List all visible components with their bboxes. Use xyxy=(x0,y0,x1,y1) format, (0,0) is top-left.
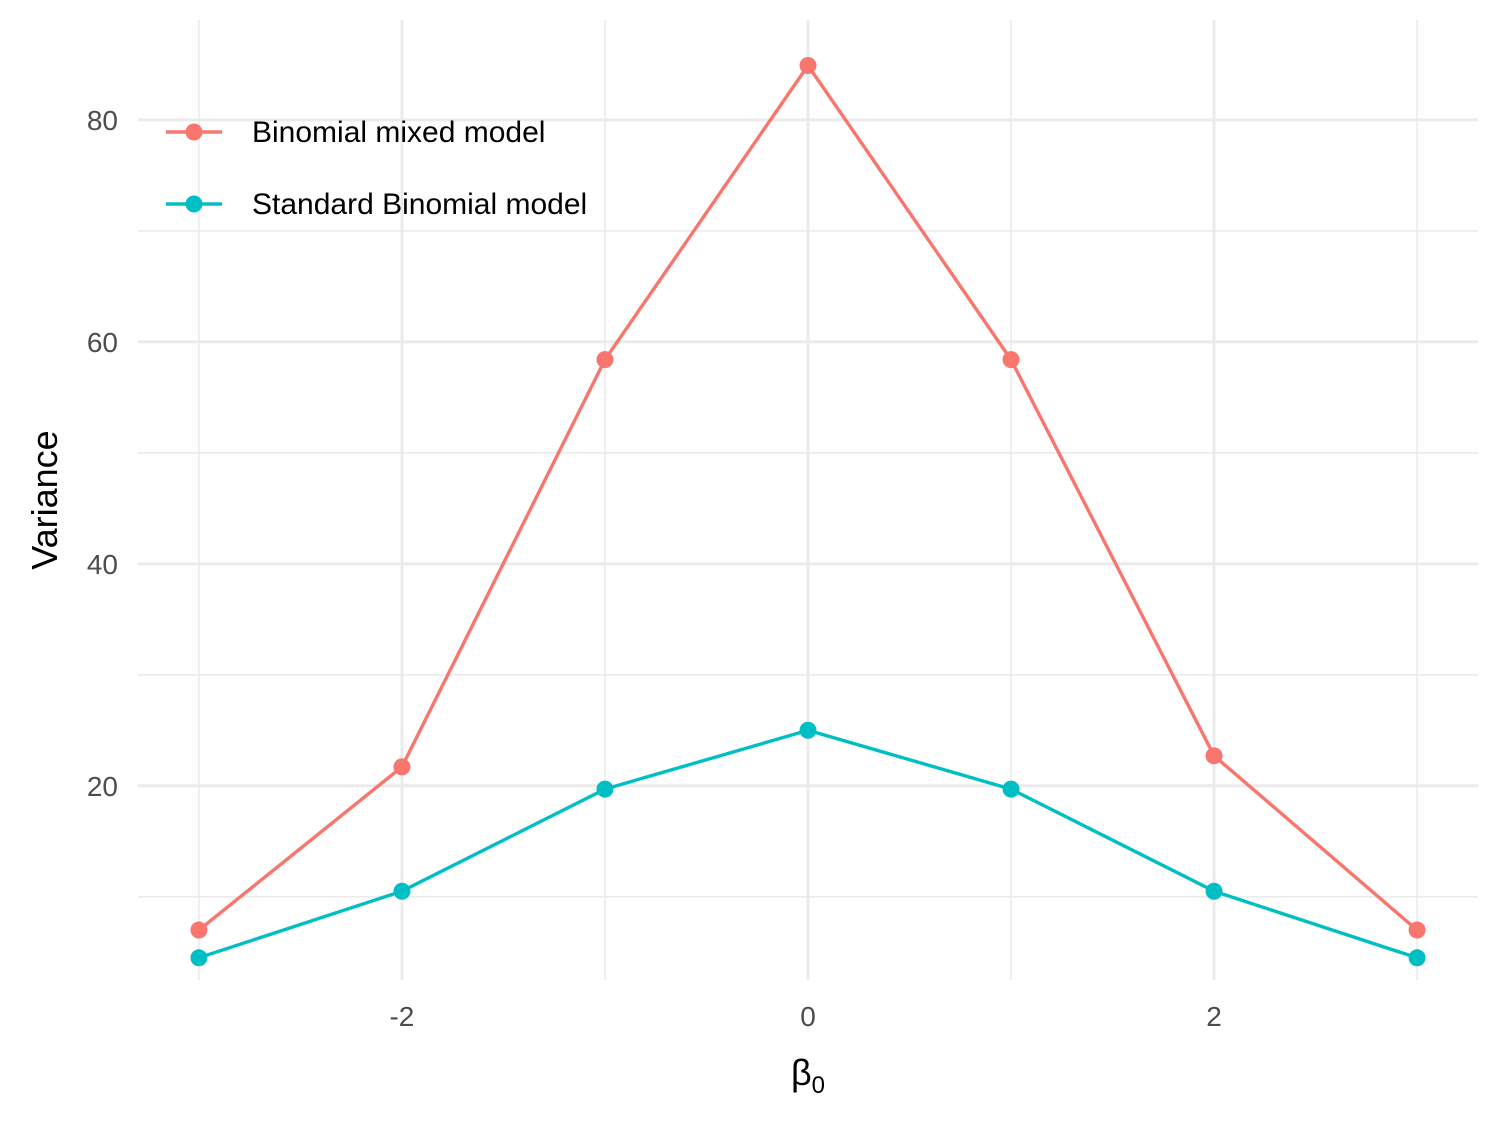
data-point xyxy=(1408,921,1426,939)
legend-label: Standard Binomial model xyxy=(252,188,587,221)
y-tick-label: 20 xyxy=(87,771,118,802)
legend-item: Standard Binomial model xyxy=(166,188,587,221)
legend-item: Binomial mixed model xyxy=(166,116,545,149)
data-point xyxy=(596,351,614,369)
series-1 xyxy=(190,57,1426,939)
data-point xyxy=(393,882,411,900)
x-tick-label: -2 xyxy=(389,1001,414,1032)
x-axis-ticks: -2 0 2 xyxy=(389,1001,1221,1032)
series-2 xyxy=(190,721,1426,967)
data-point xyxy=(1002,351,1020,369)
data-point xyxy=(799,57,817,75)
legend-key-point xyxy=(185,123,203,141)
data-point xyxy=(190,949,208,967)
data-point xyxy=(596,780,614,798)
y-tick-label: 80 xyxy=(87,105,118,136)
data-point xyxy=(1408,949,1426,967)
data-point xyxy=(1002,780,1020,798)
x-axis-title-symbol: β xyxy=(791,1052,812,1093)
x-tick-label: 0 xyxy=(800,1001,816,1032)
y-tick-label: 40 xyxy=(87,549,118,580)
gridlines xyxy=(138,20,1478,980)
y-axis-title: Variance xyxy=(24,430,65,569)
data-point xyxy=(799,721,817,739)
y-axis-ticks: 20 40 60 80 xyxy=(87,105,118,802)
x-tick-label: 2 xyxy=(1206,1001,1222,1032)
legend: Binomial mixed model Standard Binomial mo… xyxy=(166,116,587,221)
data-point xyxy=(1205,747,1223,765)
y-tick-label: 60 xyxy=(87,327,118,358)
x-axis-title: β0 xyxy=(791,1052,825,1099)
plot-series xyxy=(190,57,1426,967)
data-point xyxy=(393,758,411,776)
x-axis-title-subscript: 0 xyxy=(812,1072,825,1099)
legend-label: Binomial mixed model xyxy=(252,116,545,149)
data-point xyxy=(190,921,208,939)
data-point xyxy=(1205,882,1223,900)
legend-key-point xyxy=(185,195,203,213)
